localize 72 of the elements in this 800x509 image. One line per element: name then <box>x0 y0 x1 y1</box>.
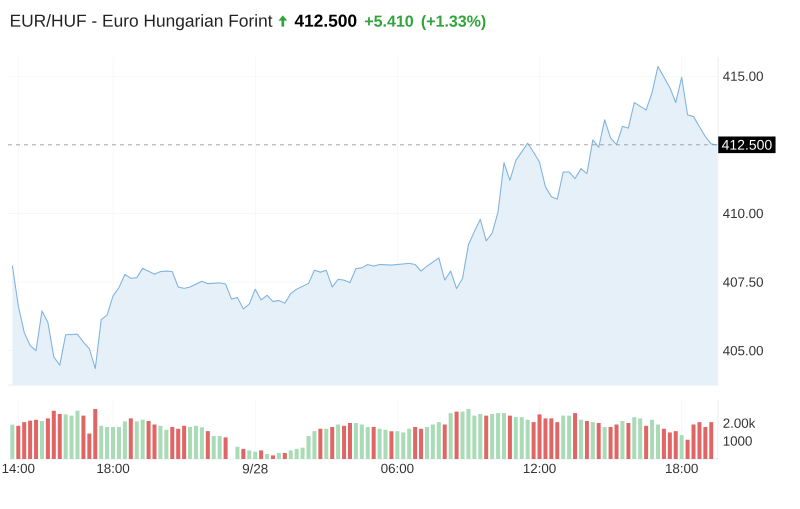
bar <box>602 426 607 459</box>
bar <box>590 422 595 459</box>
bar <box>490 414 494 459</box>
bar <box>87 433 92 459</box>
bar <box>40 421 44 459</box>
bar <box>573 413 578 459</box>
bar <box>608 426 613 459</box>
bar <box>532 422 536 459</box>
y-tick-label: 407.50 <box>723 277 763 287</box>
bar <box>105 426 110 459</box>
bar <box>10 424 14 459</box>
bar <box>484 416 488 459</box>
x-tick-label: 14:00 <box>2 464 34 474</box>
bar <box>75 410 80 459</box>
bar <box>549 418 554 459</box>
bar <box>28 420 32 459</box>
bar <box>626 423 630 459</box>
y-tick-label: 415.00 <box>723 71 763 81</box>
bar <box>128 418 133 459</box>
bar <box>502 413 506 459</box>
bar <box>93 408 98 459</box>
bar <box>620 421 624 459</box>
y-tick-label: 2.00k <box>723 418 756 428</box>
bar <box>543 418 548 459</box>
bar <box>466 408 470 459</box>
bar <box>561 416 566 459</box>
bar <box>34 420 38 459</box>
bar <box>158 426 162 459</box>
chart-title: EUR/HUF - Euro Hungarian Forint <box>11 14 272 30</box>
x-tick-label: 18:00 <box>666 464 698 474</box>
bar <box>496 413 500 459</box>
bar <box>656 424 660 459</box>
text: 412.500 <box>294 14 356 27</box>
bar <box>164 430 168 459</box>
bar <box>188 426 192 459</box>
bar <box>578 420 583 459</box>
bar <box>567 416 572 459</box>
bar <box>703 426 708 459</box>
y-tick-label: 410.00 <box>723 208 763 218</box>
y-tick-label: 1000 <box>724 436 752 446</box>
y-tick-label: 405.00 <box>723 346 763 356</box>
bar <box>596 423 601 459</box>
bar <box>111 426 116 459</box>
bar <box>686 440 690 459</box>
bar <box>81 416 86 459</box>
bar <box>538 414 542 459</box>
bar <box>122 421 127 459</box>
bar <box>146 421 151 459</box>
bar <box>116 426 121 459</box>
x-tick-label: 06:00 <box>381 464 414 474</box>
bar <box>644 426 648 459</box>
bar <box>134 421 139 459</box>
bar <box>680 435 684 459</box>
bar <box>692 424 696 459</box>
x-tick-label: 18:00 <box>97 464 130 474</box>
bar <box>46 418 50 459</box>
bar <box>697 422 702 459</box>
text: (+1.33%) <box>422 15 486 30</box>
bar <box>614 424 619 459</box>
bar <box>478 414 482 459</box>
bar <box>662 428 666 459</box>
text: +5.410 <box>364 15 414 27</box>
bar <box>508 416 512 459</box>
ref-line-label: 412.500 <box>722 140 772 150</box>
bar <box>152 424 157 459</box>
bar <box>650 420 654 459</box>
bar <box>584 421 589 459</box>
x-tick-label: 9/28 <box>242 464 268 474</box>
bar <box>70 416 74 459</box>
bar <box>64 414 68 459</box>
x-tick-label: 12:00 <box>524 464 556 474</box>
bar <box>52 410 56 459</box>
